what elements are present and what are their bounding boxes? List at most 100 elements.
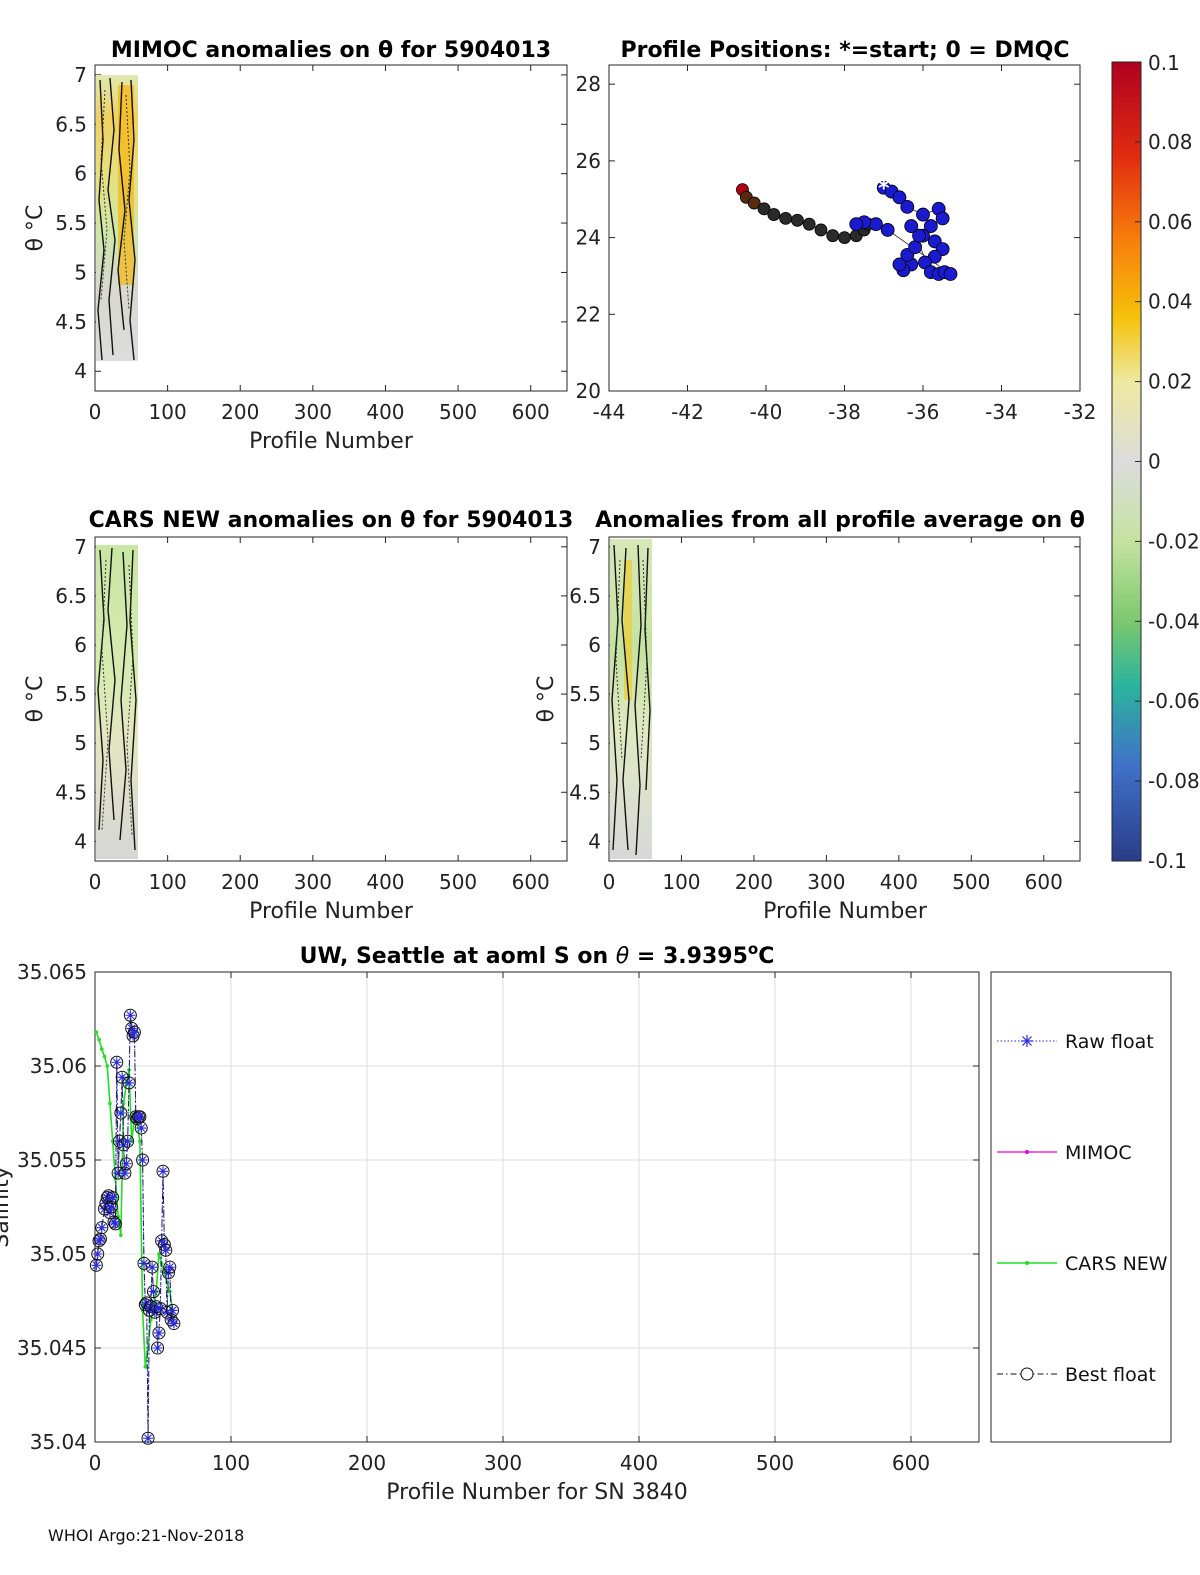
- raw-float-star: [119, 1168, 130, 1179]
- position-marker-dmqc: [900, 200, 915, 214]
- best-float-marker: [146, 1285, 160, 1299]
- best-float-marker: [89, 1258, 103, 1272]
- x-tick-label: 500: [439, 870, 477, 894]
- raw-float-point: [152, 1326, 166, 1340]
- legend-items: Raw float MIMOC CARS NEW Best float: [997, 1031, 1168, 1386]
- raw-float-point: [104, 1200, 118, 1214]
- y-tick-label: 4: [74, 359, 87, 383]
- legend-item: Best float: [997, 1364, 1156, 1386]
- raw-float-point: [134, 1121, 148, 1135]
- x-tick-label: -38: [828, 400, 861, 424]
- mimoc-ylabel: θ °C: [23, 205, 48, 252]
- raw-float-star: [136, 1123, 147, 1134]
- legend-item: Raw float: [997, 1031, 1154, 1053]
- y-tick-label: 7: [74, 63, 87, 87]
- legend-label: MIMOC: [1065, 1142, 1132, 1164]
- x-tick-label: 400: [366, 870, 404, 894]
- cars-new-point: [97, 1037, 101, 1042]
- x-tick-label: 100: [662, 870, 700, 894]
- best-float-marker: [166, 1303, 180, 1317]
- x-tick-label: -34: [985, 400, 1018, 424]
- y-tick-label: 5.5: [55, 682, 87, 706]
- raw-float-point: [163, 1260, 177, 1274]
- cars-new-point: [124, 1083, 129, 1087]
- x-tick-label: 300: [807, 870, 845, 894]
- allavg-contour-lines: [611, 544, 651, 856]
- best-float-marker: [151, 1341, 165, 1355]
- raw-float-point: [91, 1247, 105, 1261]
- salinity-ticks: 0 100 200 300 400 500 600 35.04 35.045 35.05 35.05…: [17, 960, 979, 1475]
- footer-credit: WHOI Argo:21-Nov-2018: [48, 1526, 245, 1545]
- x-tick-label: 600: [1025, 870, 1063, 894]
- raw-float-star: [126, 1023, 137, 1034]
- allavg-dotted-contours: [615, 559, 648, 761]
- y-tick-label: 7: [588, 535, 601, 559]
- y-tick-label: 5: [74, 731, 87, 755]
- raw-float-point: [106, 1191, 120, 1205]
- raw-float-star: [92, 1249, 103, 1259]
- position-marker-dmqc: [880, 223, 895, 237]
- best-float-marker: [137, 1256, 151, 1270]
- best-float-marker: [160, 1305, 174, 1319]
- position-marker: [814, 223, 828, 237]
- best-float-marker: [107, 1215, 121, 1229]
- salinity-legend: Raw float MIMOC CARS NEW Best float: [990, 971, 1172, 1443]
- raw-float-star: [155, 1303, 166, 1314]
- raw-float-star: [128, 1030, 139, 1041]
- raw-float-point: [151, 1341, 165, 1355]
- cars-new-point: [94, 1030, 99, 1034]
- position-marker-dmqc: [869, 217, 883, 232]
- raw-float-star: [151, 1301, 162, 1312]
- y-tick-label: 22: [576, 302, 601, 326]
- raw-float-star: [148, 1286, 159, 1297]
- y-tick-label: 6.5: [569, 584, 601, 608]
- allavg-anomaly-band: [610, 539, 652, 859]
- cars-new-point: [138, 1139, 142, 1143]
- raw-float-point: [114, 1106, 128, 1120]
- y-tick-label: 28: [576, 72, 601, 96]
- position-marker: [747, 196, 761, 210]
- best-float-marker: [163, 1260, 177, 1274]
- x-tick-label: 600: [512, 870, 550, 894]
- legend-label: Best float: [1065, 1364, 1156, 1386]
- y-tick-label: 4.5: [55, 310, 87, 334]
- salinity-panel: UW, Seattle at aoml S on θ = 3.9395oC 0 1…: [0, 940, 980, 1505]
- raw-float-star: [167, 1305, 178, 1316]
- best-float-marker: [117, 1138, 131, 1152]
- raw-float-star: [156, 1235, 167, 1246]
- raw-float-star: [124, 1077, 134, 1088]
- salinity-panel-title: UW, Seattle at aoml S on θ = 3.9395oC: [300, 940, 775, 969]
- x-tick-label: 500: [439, 400, 477, 424]
- best-float-marker: [118, 1166, 132, 1180]
- cars-dotted-contours: [101, 559, 134, 836]
- position-marker: [826, 229, 840, 243]
- position-marker-dmqc: [904, 219, 919, 233]
- raw-float-star: [113, 1168, 124, 1179]
- x-tick-label: 200: [348, 1451, 386, 1475]
- raw-float-star: [111, 1057, 122, 1068]
- position-marker: [802, 217, 816, 231]
- positions-ticks: -44 -42 -40 -38 -36 -34 -32 20 22 24 26 28: [576, 65, 1096, 424]
- raw-float-star: [137, 1155, 148, 1165]
- x-tick-label: 100: [149, 870, 187, 894]
- y-tick-label: 6.5: [55, 584, 87, 608]
- legend-label: Raw float: [1065, 1031, 1154, 1053]
- best-float-marker: [152, 1326, 166, 1340]
- position-marker-dmqc: [923, 219, 938, 233]
- raw-float-star: [166, 1314, 177, 1325]
- x-tick-label: 100: [149, 400, 187, 424]
- raw-float-point: [137, 1256, 151, 1270]
- salinity-title-part-1: UW, Seattle at aoml S on: [300, 944, 616, 969]
- x-tick-label: -40: [750, 400, 783, 424]
- best-float-marker: [141, 1431, 155, 1445]
- raw-float-point: [136, 1153, 150, 1167]
- x-tick-label: 200: [221, 870, 259, 894]
- legend-raw-star: [1021, 1035, 1033, 1047]
- salinity-series: [89, 1008, 181, 1445]
- best-float-marker: [106, 1191, 120, 1205]
- colorbar-tick-label: 0.08: [1148, 130, 1193, 154]
- raw-float-star: [164, 1262, 175, 1273]
- best-float-marker: [167, 1317, 181, 1331]
- position-marker-dmqc: [892, 190, 907, 205]
- position-marker: [767, 208, 781, 221]
